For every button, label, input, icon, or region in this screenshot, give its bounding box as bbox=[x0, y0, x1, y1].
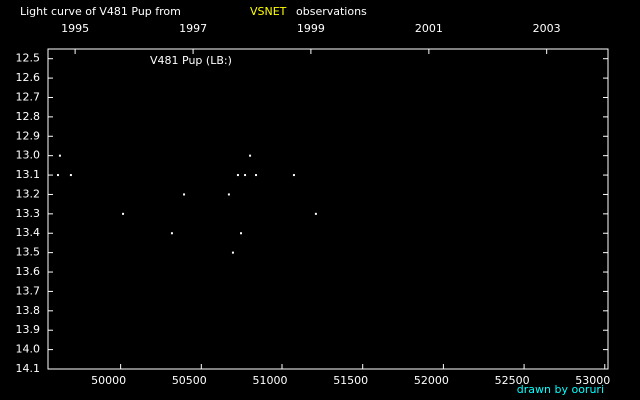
data-point bbox=[227, 193, 230, 196]
y-tick-label: 13.8 bbox=[16, 304, 41, 317]
data-point bbox=[183, 193, 186, 196]
y-tick-label: 13.1 bbox=[16, 168, 41, 181]
x2-tick-label: 1997 bbox=[179, 22, 207, 35]
data-point bbox=[69, 174, 72, 177]
x-tick-label: 50000 bbox=[91, 374, 126, 387]
x2-tick-label: 1995 bbox=[61, 22, 89, 35]
y-tick-label: 14.1 bbox=[16, 362, 41, 375]
data-point bbox=[249, 154, 252, 157]
x-tick-label: 51500 bbox=[333, 374, 368, 387]
data-point bbox=[57, 174, 60, 177]
data-point bbox=[122, 212, 125, 215]
y-tick-label: 12.7 bbox=[16, 90, 41, 103]
x2-tick-label: 2001 bbox=[415, 22, 443, 35]
y-tick-label: 13.2 bbox=[16, 187, 41, 200]
chart-title: Light curve of V481 Pup from bbox=[20, 5, 181, 18]
y-tick-label: 12.6 bbox=[16, 71, 41, 84]
data-point bbox=[236, 174, 239, 177]
y-tick-label: 14.0 bbox=[16, 343, 41, 356]
data-point bbox=[231, 251, 234, 254]
y-tick-label: 12.9 bbox=[16, 129, 41, 142]
data-point bbox=[244, 174, 247, 177]
title-highlight: VSNET bbox=[250, 5, 287, 18]
x2-tick-label: 2003 bbox=[533, 22, 561, 35]
x-tick-label: 50500 bbox=[172, 374, 207, 387]
star-label: V481 Pup (LB:) bbox=[150, 54, 232, 67]
credit: drawn by ooruri bbox=[517, 383, 604, 396]
data-point bbox=[292, 174, 295, 177]
x-tick-label: 51000 bbox=[253, 374, 288, 387]
y-tick-label: 13.3 bbox=[16, 207, 41, 220]
y-tick-label: 13.7 bbox=[16, 284, 41, 297]
plot-frame bbox=[47, 48, 609, 370]
data-point bbox=[58, 154, 61, 157]
y-tick-label: 13.4 bbox=[16, 226, 41, 239]
y-tick-label: 13.5 bbox=[16, 246, 41, 259]
y-tick-label: 12.5 bbox=[16, 52, 41, 65]
data-point bbox=[170, 232, 173, 235]
x-tick-label: 52000 bbox=[414, 374, 449, 387]
title-end: observations bbox=[296, 5, 367, 18]
data-point bbox=[314, 212, 317, 215]
x2-tick-label: 1999 bbox=[297, 22, 325, 35]
y-tick-label: 13.6 bbox=[16, 265, 41, 278]
data-point bbox=[255, 174, 258, 177]
x-tick-label: 53000 bbox=[575, 374, 610, 387]
y-tick-label: 13.0 bbox=[16, 149, 41, 162]
x-tick-label: 52500 bbox=[495, 374, 530, 387]
data-point bbox=[240, 232, 243, 235]
y-tick-label: 13.9 bbox=[16, 323, 41, 336]
y-tick-label: 12.8 bbox=[16, 110, 41, 123]
